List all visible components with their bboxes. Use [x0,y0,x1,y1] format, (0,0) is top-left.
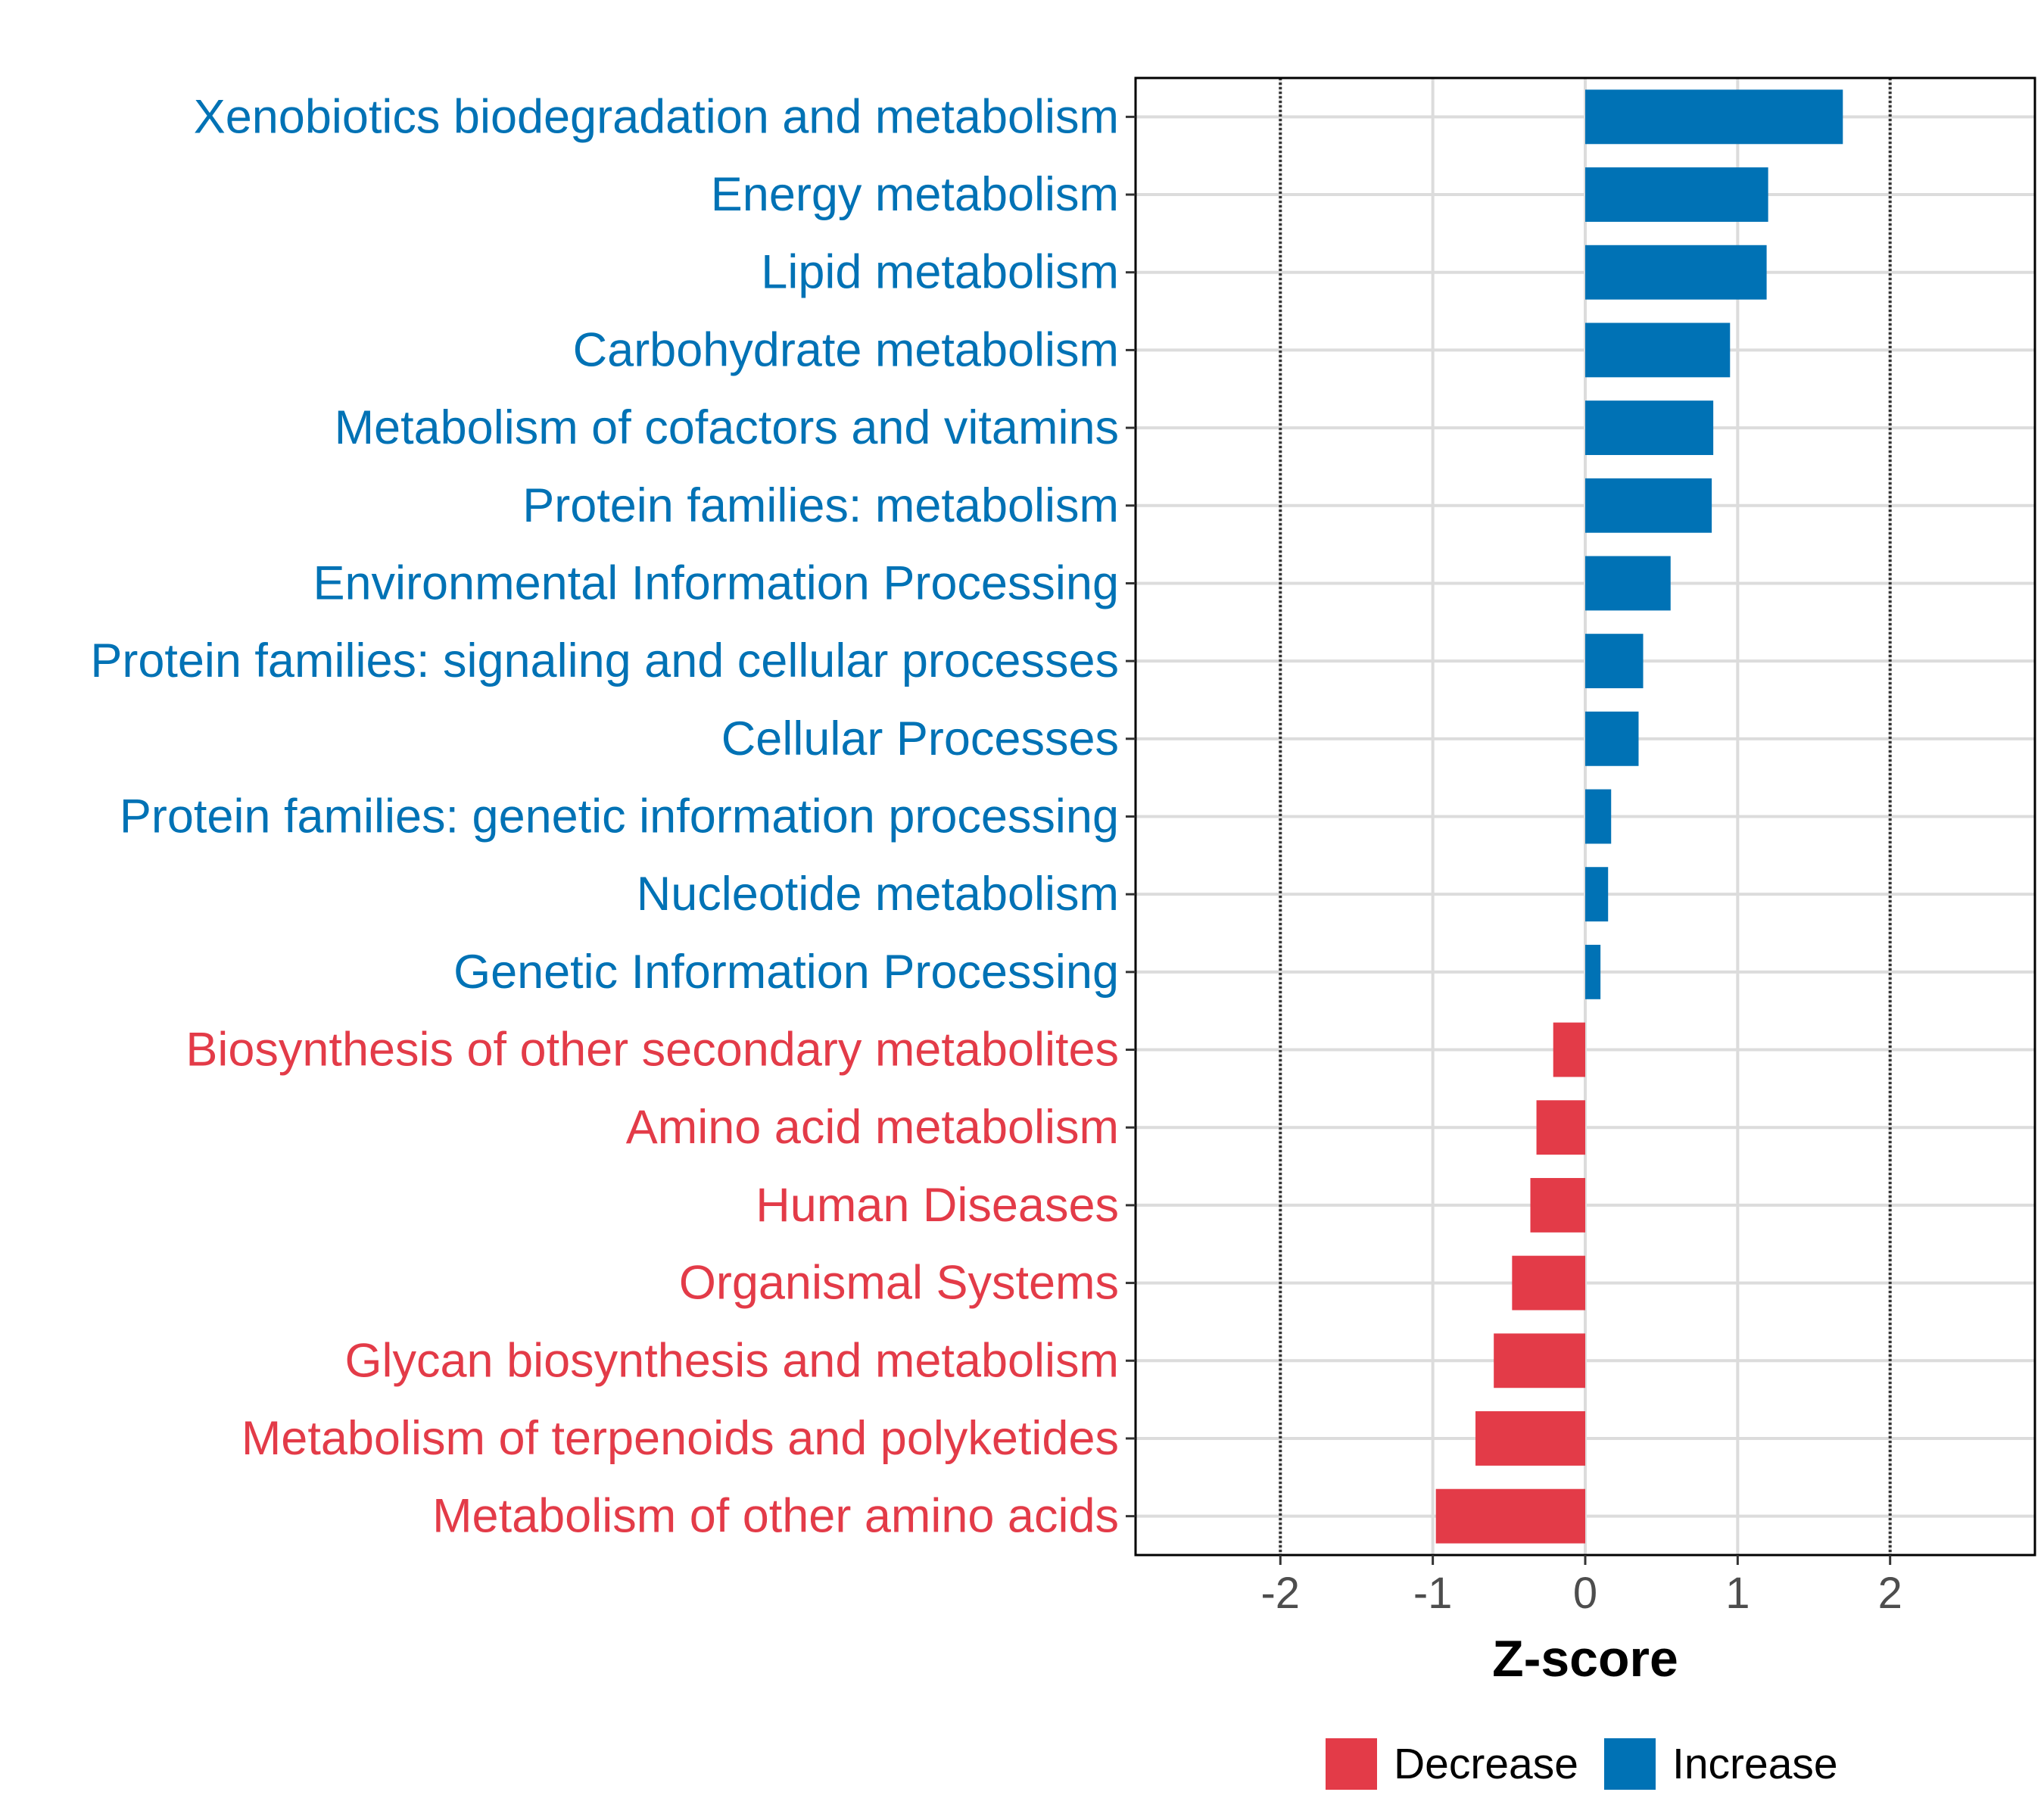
x-tick-label: -2 [1260,1569,1300,1618]
category-label: Environmental Information Processing [313,556,1119,609]
x-tick-label: 2 [1878,1569,1902,1618]
x-tick-label: 0 [1573,1569,1597,1618]
category-label: Carbohydrate metabolism [573,323,1119,376]
bar [1585,634,1644,689]
y-axis-ticks: Xenobiotics biodegradation and metabolis… [90,90,1136,1543]
bar [1585,789,1612,844]
x-tick-label: 1 [1725,1569,1750,1618]
category-label: Glycan biosynthesis and metabolism [345,1334,1120,1387]
category-label: Protein families: genetic information pr… [120,790,1119,843]
legend: Decrease Increase [1326,1738,1838,1790]
x-axis-ticks: -2 -1 0 1 2 [1260,1555,1902,1618]
category-label: Nucleotide metabolism [637,868,1119,921]
bar [1530,1177,1585,1233]
category-label: Organismal Systems [679,1257,1119,1310]
category-label: Protein families: signaling and cellular… [90,634,1119,687]
legend-label: Increase [1672,1740,1838,1788]
bar [1435,1488,1585,1544]
legend-swatch [1326,1738,1377,1790]
bar [1585,400,1714,456]
bar [1585,167,1768,222]
bar [1585,478,1712,533]
x-tick-label: -1 [1413,1569,1453,1618]
bar [1585,323,1731,378]
bar [1475,1411,1585,1466]
category-label: Metabolism of terpenoids and polyketides [241,1412,1119,1465]
category-label: Energy metabolism [711,168,1119,221]
legend-swatch [1604,1738,1656,1790]
legend-label: Decrease [1394,1740,1578,1788]
x-axis-title: Z-score [1492,1630,1678,1688]
category-label: Human Diseases [756,1179,1119,1232]
category-label: Protein families: metabolism [522,479,1119,532]
category-label: Metabolism of other amino acids [432,1490,1119,1543]
bar [1585,867,1609,922]
category-label: Metabolism of cofactors and vitamins [335,401,1119,454]
bar [1553,1022,1585,1077]
bar [1585,944,1601,999]
category-label: Amino acid metabolism [626,1101,1119,1154]
bar [1585,89,1843,145]
reference-lines [1279,78,1892,1555]
bar [1585,711,1639,766]
category-label: Lipid metabolism [761,246,1119,299]
category-label: Biosynthesis of other secondary metaboli… [185,1024,1119,1077]
category-label: Cellular Processes [721,712,1119,765]
bar [1536,1100,1585,1155]
bar [1494,1333,1585,1388]
bars [1435,89,1843,1544]
bar [1585,556,1671,611]
category-label: Genetic Information Processing [453,946,1119,999]
bar [1585,245,1767,300]
bar [1512,1255,1585,1311]
category-label: Xenobiotics biodegradation and metabolis… [194,90,1119,143]
